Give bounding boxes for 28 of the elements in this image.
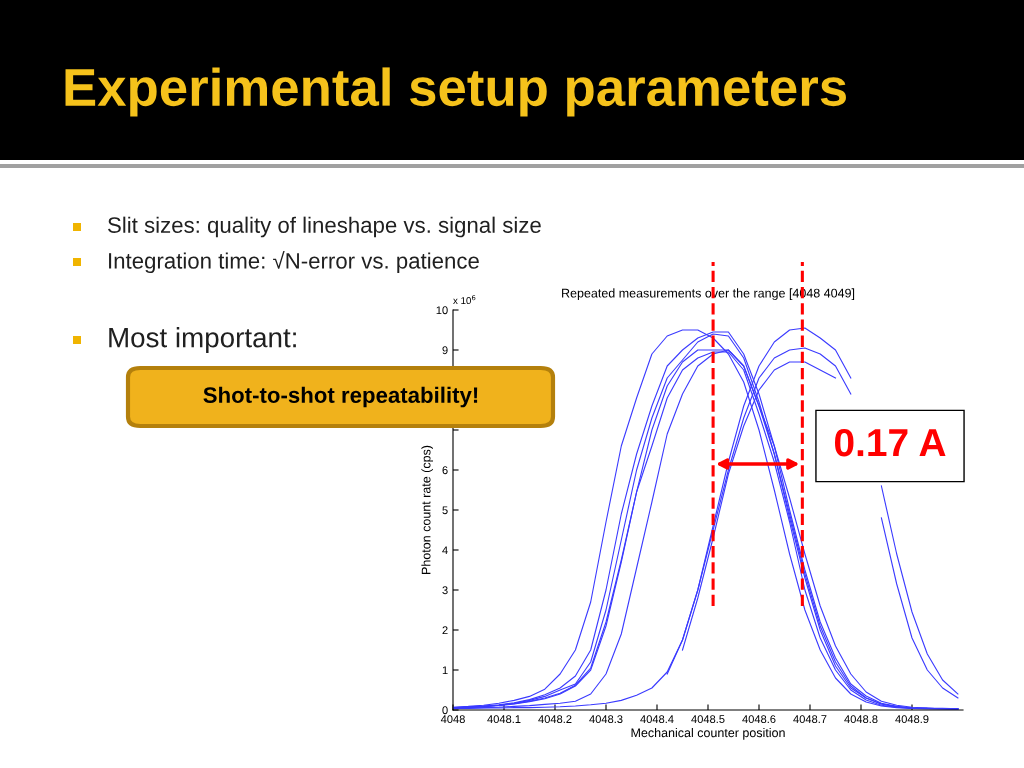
y-tick-label: 0 (442, 706, 448, 715)
x-tick-label: 4048 (440, 715, 465, 724)
x-tick-label: 4048.8 (844, 715, 878, 724)
text: Most important: (109, 327, 296, 353)
text: x 10$^{6}$ (453, 295, 476, 304)
annotation: Shot-to-shot repeatability! (203, 386, 478, 408)
y-tick-label: 5 (442, 506, 448, 515)
x-tick-label: 4048.1 (487, 715, 521, 724)
x-tick-label: 4048.9 (895, 715, 929, 724)
x-tick-label: 4048.6 (742, 715, 776, 724)
x-tick-label: 4048.3 (589, 715, 623, 724)
y-tick-label: 1 (442, 666, 448, 675)
y-tick-label: 10 (436, 306, 448, 315)
x-tick-label: 4048.7 (793, 715, 827, 724)
text: Slit sizes: quality of lineshape vs. signal size (108, 216, 541, 238)
y-tick-label: 3 (442, 586, 448, 595)
annotation: 0.17 A (834, 428, 946, 457)
y-axis-title: Photon count rate (cps) (421, 445, 433, 574)
y-tick-label: 9 (442, 346, 448, 355)
x-tick-label: 4048.4 (640, 715, 674, 724)
text: Integration time: √N-error vs. patience (109, 250, 479, 274)
x-tick-label: 4048.2 (538, 715, 572, 724)
x-tick-label: 4048.5 (691, 715, 725, 724)
y-tick-label: 2 (442, 626, 448, 635)
y-tick-label: 6 (442, 466, 448, 475)
x-axis-title: Mechanical counter position (631, 728, 785, 740)
chart-title: Experimental setup parameters (65, 67, 846, 117)
y-tick-label: 4 (442, 546, 448, 555)
